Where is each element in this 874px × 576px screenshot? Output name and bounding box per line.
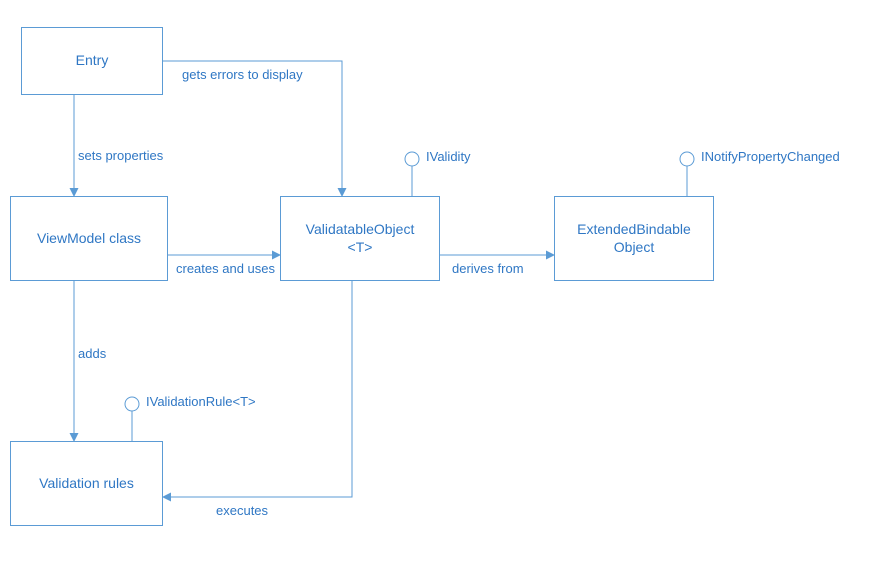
node-label: ValidatableObject <T> [306,221,415,256]
node-label: ViewModel class [37,230,141,248]
edge-label: sets properties [78,148,163,163]
edge-label: adds [78,346,106,361]
node-label: ExtendedBindable Object [577,221,691,256]
edge-label: creates and uses [176,261,275,276]
edge-validatable-to-rules [163,281,352,497]
interface-label-ivrule: IValidationRule<T> [146,394,256,409]
node-validatable: ValidatableObject <T> [280,196,440,281]
edge-label: gets errors to display [182,67,303,82]
node-rules: Validation rules [10,441,163,526]
edge-label: derives from [452,261,524,276]
node-label: Validation rules [39,475,134,493]
interface-label-ivalidity: IValidity [426,149,471,164]
node-entry: Entry [21,27,163,95]
node-viewmodel: ViewModel class [10,196,168,281]
node-label: Entry [76,52,109,70]
node-extended: ExtendedBindable Object [554,196,714,281]
interface-label-inotify: INotifyPropertyChanged [701,149,840,164]
edge-label: executes [216,503,268,518]
